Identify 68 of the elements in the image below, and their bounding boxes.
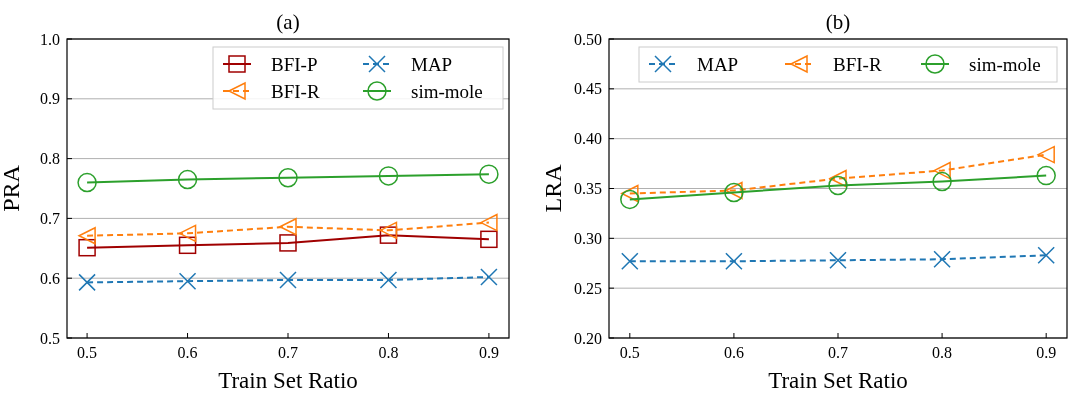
x-tick-label: 0.6 (177, 344, 198, 361)
point (78, 273, 96, 292)
legend-label: BFI-R (833, 53, 882, 75)
point (77, 172, 97, 193)
y-tick-label: 0.25 (574, 279, 602, 297)
y-tick-label: 0.30 (574, 229, 602, 247)
point (1037, 246, 1055, 265)
x-tick-label: 0.5 (619, 344, 640, 361)
point (828, 175, 848, 196)
point (178, 224, 197, 243)
point (379, 221, 398, 240)
x-tick-label: 0.5 (77, 344, 98, 361)
point (621, 252, 639, 271)
y-axis-title: PRA (0, 164, 24, 212)
x-tick-label: 0.6 (723, 344, 744, 361)
point (278, 167, 298, 188)
legend-label: BFI-R (271, 80, 320, 102)
y-axis-title: LRA (540, 163, 566, 213)
point (279, 271, 297, 289)
x-tick-label: 0.9 (1036, 344, 1057, 361)
y-tick-label: 1.0 (40, 30, 60, 48)
y-tick-label: 0.35 (574, 180, 602, 198)
point (621, 184, 639, 203)
x-tick-label: 0.7 (278, 344, 298, 361)
x-tick-label: 0.8 (932, 344, 953, 361)
legend-label: sim-mole (411, 80, 483, 102)
point (177, 169, 198, 190)
point (178, 272, 197, 290)
y-tick-label: 0.40 (574, 130, 602, 148)
point (829, 169, 847, 188)
point (78, 238, 96, 257)
point (279, 234, 297, 252)
chart-title: (b) (825, 10, 851, 34)
x-tick-label: 0.8 (378, 344, 399, 361)
x-axis-title: Train Set Ratio (768, 368, 908, 393)
point (725, 252, 743, 271)
point (379, 271, 398, 289)
chart-title: (a) (276, 10, 300, 34)
legend-label: MAP (697, 53, 739, 75)
point (178, 236, 197, 255)
y-tick-label: 0.9 (40, 90, 60, 108)
legend-label: BFI-P (271, 53, 318, 75)
x-tick-label: 0.9 (478, 344, 499, 361)
x-axis-title: Train Set Ratio (218, 368, 358, 393)
y-tick-label: 0.7 (40, 210, 60, 227)
y-tick-label: 0.50 (574, 30, 602, 48)
legend-label: sim-mole (969, 53, 1041, 75)
point (378, 166, 399, 186)
point (480, 268, 498, 286)
point (78, 226, 96, 245)
point (620, 189, 640, 210)
y-tick-label: 0.8 (40, 150, 60, 168)
y-tick-label: 0.5 (40, 329, 60, 347)
x-tick-label: 0.7 (828, 344, 848, 361)
y-tick-label: 0.6 (40, 269, 60, 287)
y-tick-label: 0.45 (574, 80, 602, 98)
point (933, 161, 951, 180)
point (479, 164, 499, 184)
point (1036, 165, 1056, 186)
point (933, 250, 951, 269)
y-tick-label: 0.20 (574, 329, 602, 347)
point (480, 213, 498, 232)
point (932, 171, 952, 192)
legend-label: MAP (411, 53, 453, 75)
point (1037, 145, 1055, 164)
point (829, 251, 847, 270)
point (480, 230, 498, 249)
point (279, 218, 297, 236)
